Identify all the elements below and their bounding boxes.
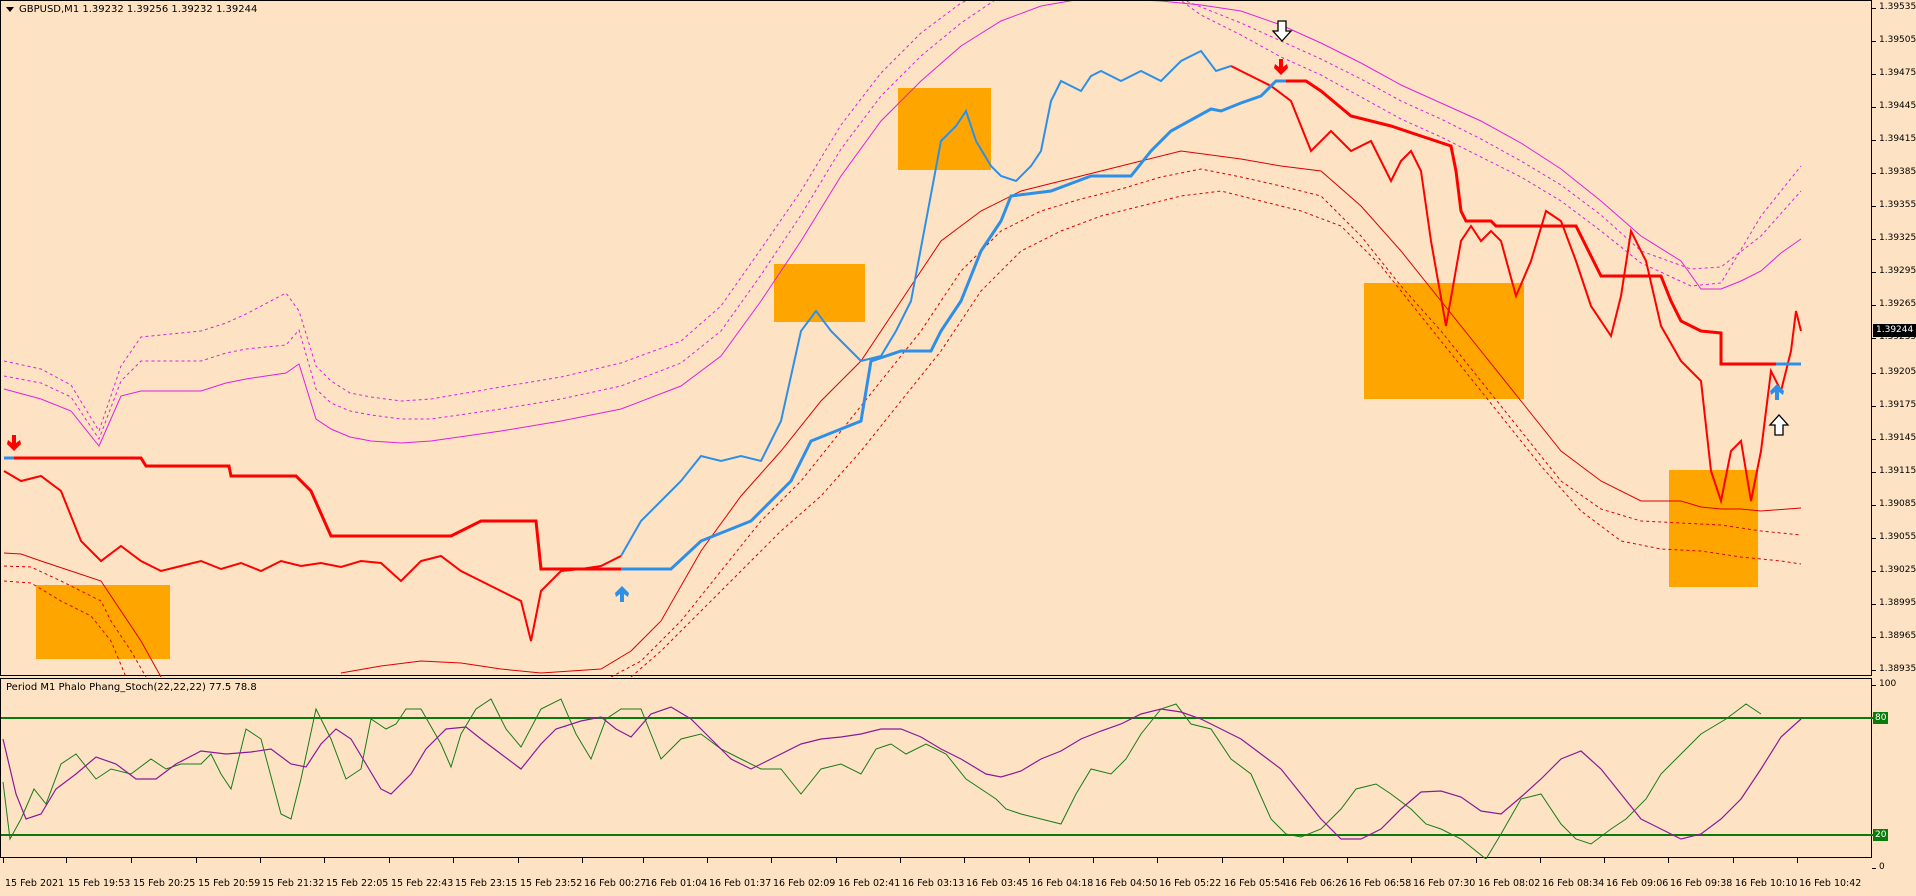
price-tick: 1.38935 [1872, 664, 1916, 674]
price-tick: 1.39445 [1872, 101, 1916, 111]
price-tick: 1.39085 [1872, 499, 1916, 509]
time-tick: 15 Feb 22:43 [389, 858, 453, 889]
buy-hollow-arrow-icon[interactable] [1768, 414, 1790, 436]
sell-arrow-icon[interactable] [1274, 59, 1288, 75]
time-tick: 15 Feb 23:52 [518, 858, 582, 889]
time-tick: 16 Feb 03:45 [964, 858, 1028, 889]
trailing-stop [4, 79, 1801, 571]
time-tick: 16 Feb 05:54 [1222, 858, 1286, 889]
price-tick: 1.39205 [1872, 367, 1916, 377]
buy-arrow-icon[interactable] [615, 586, 629, 602]
time-axis[interactable]: 15 Feb 2021 15 Feb 19:53 15 Feb 20:25 15… [0, 858, 1872, 896]
stoch-main-line [2, 698, 1762, 859]
price-tick: 1.39415 [1872, 134, 1916, 144]
price-tick: 1.39055 [1872, 532, 1916, 542]
time-tick: 16 Feb 09:38 [1668, 858, 1732, 889]
price-chart-svg [3, 1, 1802, 677]
indicator-title: Period M1 Phalo Phang_Stoch(22,22,22) 77… [6, 682, 257, 693]
symbol-ohlc-label: GBPUSD,M1 1.39232 1.39256 1.39232 1.3924… [19, 4, 258, 15]
time-tick: 15 Feb 19:53 [66, 858, 130, 889]
price-tick: 1.39295 [1872, 266, 1916, 276]
price-tick: 1.39505 [1872, 35, 1916, 45]
level-20-badge: 20 [1873, 829, 1889, 841]
price-tick: 1.39325 [1872, 233, 1916, 243]
current-price-badge: 1.39244 [1873, 324, 1916, 337]
time-tick: 15 Feb 20:59 [196, 858, 260, 889]
buy-arrow-icon[interactable] [1770, 384, 1784, 400]
lower-band [3, 150, 1802, 677]
time-tick: 16 Feb 02:41 [836, 858, 900, 889]
time-tick: 16 Feb 03:13 [900, 858, 964, 889]
time-tick: 16 Feb 01:37 [707, 858, 771, 889]
price-series [3, 49, 1802, 642]
time-tick: 16 Feb 00:27 [582, 858, 646, 889]
level-80-badge: 80 [1873, 712, 1889, 724]
time-tick: 15 Feb 22:05 [324, 858, 388, 889]
time-tick: 16 Feb 06:26 [1283, 858, 1347, 889]
time-tick: 16 Feb 06:58 [1347, 858, 1411, 889]
price-tick: 1.39355 [1872, 200, 1916, 210]
zone-box[interactable] [36, 585, 170, 659]
price-tick: 1.39265 [1872, 299, 1916, 309]
price-tick: 1.39235 [1872, 332, 1916, 342]
sell-hollow-arrow-icon[interactable] [1271, 20, 1293, 42]
time-tick: 15 Feb 2021 [3, 858, 64, 889]
zone-box[interactable] [898, 88, 991, 170]
collapse-triangle-icon[interactable] [6, 6, 14, 12]
time-tick: 16 Feb 10:42 [1797, 858, 1861, 889]
price-chart-pane[interactable]: GBPUSD,M1 1.39232 1.39256 1.39232 1.3924… [0, 0, 1872, 677]
price-tick: 1.39385 [1872, 167, 1916, 177]
upper-band [3, 1, 1802, 447]
time-tick: 16 Feb 10:10 [1733, 858, 1797, 889]
time-tick: 15 Feb 23:15 [453, 858, 517, 889]
indicator-scale-min: 0 [1872, 862, 1885, 872]
time-tick: 16 Feb 04:18 [1029, 858, 1093, 889]
sell-arrow-icon[interactable] [7, 435, 21, 451]
stochastic-pane[interactable]: Period M1 Phalo Phang_Stoch(22,22,22) 77… [0, 678, 1873, 859]
time-tick: 16 Feb 08:34 [1540, 858, 1604, 889]
time-tick: 16 Feb 09:06 [1604, 858, 1668, 889]
price-tick: 1.38995 [1872, 598, 1916, 608]
price-tick: 1.39115 [1872, 466, 1916, 476]
price-tick: 1.39535 [1872, 2, 1916, 12]
price-tick: 1.39145 [1872, 433, 1916, 443]
time-tick: 15 Feb 20:25 [131, 858, 195, 889]
time-tick: 16 Feb 07:30 [1411, 858, 1475, 889]
zone-box[interactable] [774, 264, 865, 322]
time-tick: 16 Feb 04:50 [1093, 858, 1157, 889]
price-tick: 1.39175 [1872, 400, 1916, 410]
time-tick: 16 Feb 08:02 [1476, 858, 1540, 889]
indicator-scale-max: 100 [1872, 679, 1896, 689]
price-axis[interactable]: 1.39535 1.39505 1.39475 1.39445 1.39415 … [1872, 0, 1916, 676]
stochastic-svg [1, 698, 1873, 859]
stoch-signal-line [2, 706, 1802, 840]
chart-title: GBPUSD,M1 1.39232 1.39256 1.39232 1.3924… [6, 4, 257, 15]
price-tick: 1.39475 [1872, 68, 1916, 78]
time-tick: 16 Feb 01:04 [643, 858, 707, 889]
zone-box[interactable] [1364, 283, 1524, 399]
time-tick: 15 Feb 21:32 [260, 858, 324, 889]
price-tick: 1.38965 [1872, 631, 1916, 641]
price-tick: 1.39025 [1872, 565, 1916, 575]
time-tick: 16 Feb 02:09 [771, 858, 835, 889]
time-tick: 16 Feb 05:22 [1157, 858, 1221, 889]
